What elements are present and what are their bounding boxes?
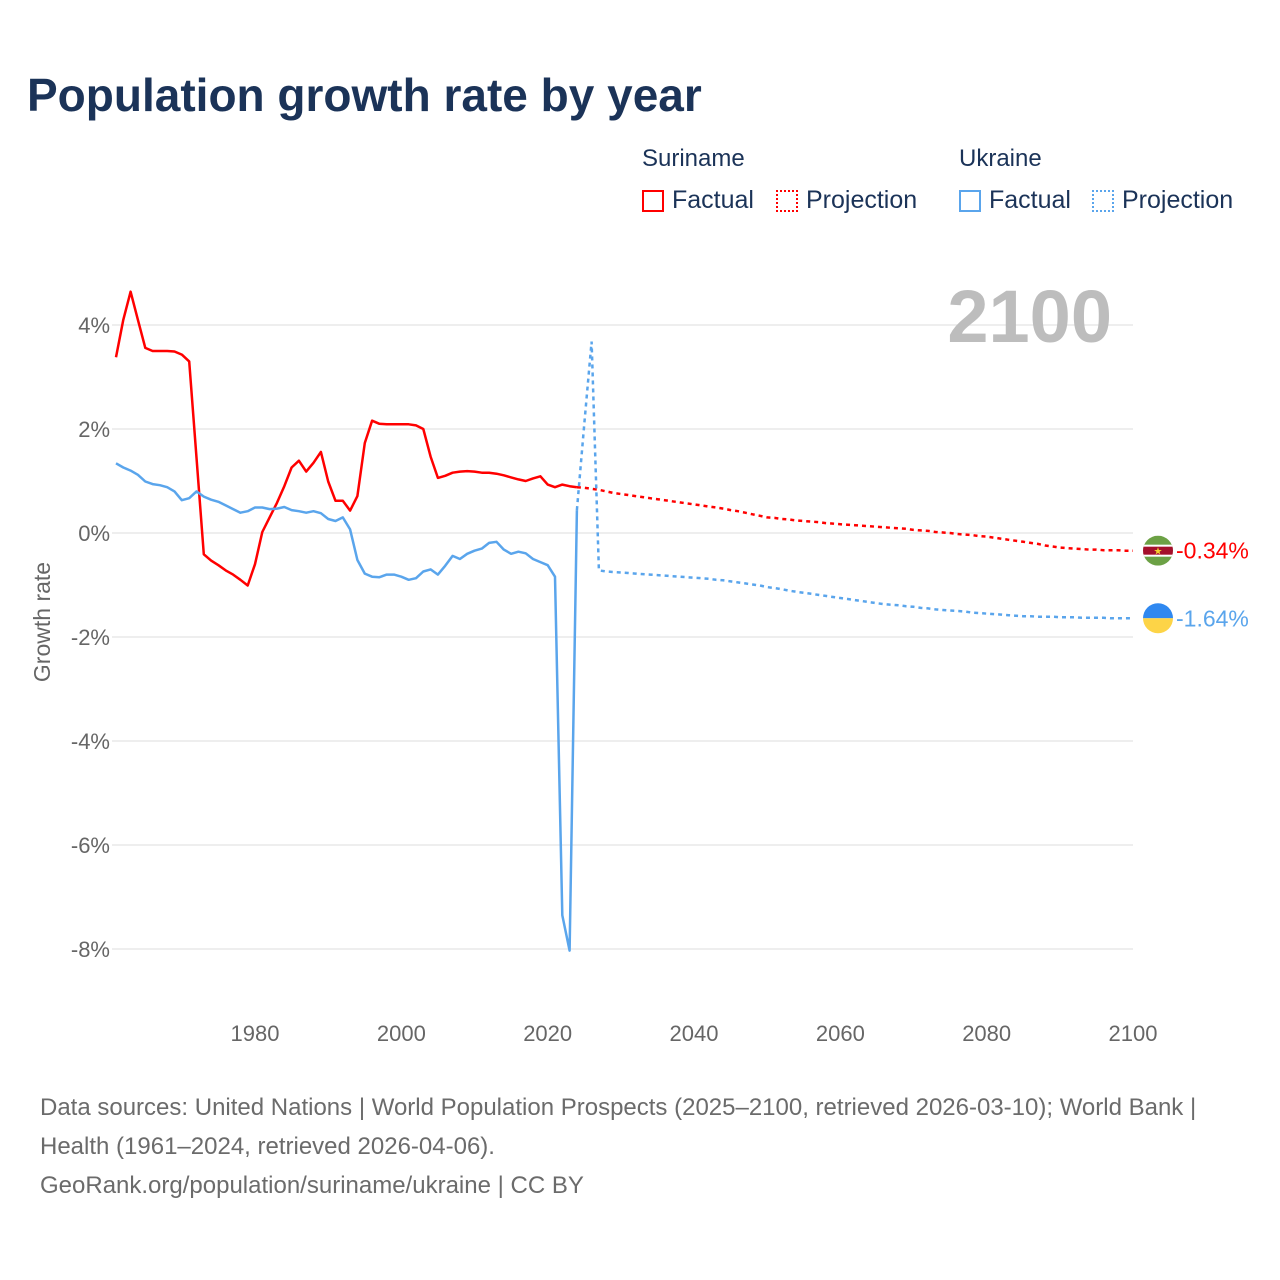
year-label: 2100 <box>947 275 1112 358</box>
legend-swatch-dotted <box>1092 189 1114 212</box>
y-tick-label: 4% <box>78 313 110 338</box>
legend-ukraine-projection[interactable]: Projection <box>1092 186 1233 215</box>
data-sources: Data sources: United Nations | World Pop… <box>40 1094 1197 1160</box>
factual-line-ukraine <box>115 462 579 952</box>
y-tick-label: 0% <box>78 521 110 546</box>
y-tick-label: -8% <box>71 937 110 962</box>
legend-label: Projection <box>806 186 918 214</box>
legend-label: Factual <box>989 186 1071 214</box>
legend-ukraine-factual[interactable]: Factual <box>959 186 1071 215</box>
legend-suriname-projection[interactable]: Projection <box>776 186 917 215</box>
page-title: Population growth rate by year <box>27 69 702 121</box>
y-tick-label: -2% <box>71 625 110 650</box>
legend-swatch-dotted <box>776 189 798 212</box>
y-tick-label: -6% <box>71 833 110 858</box>
x-tick-label: 2020 <box>523 1021 572 1046</box>
x-tick-label: 2000 <box>377 1021 426 1046</box>
svg-text:★: ★ <box>1154 547 1163 558</box>
projection-line-suriname <box>576 485 1133 552</box>
factual-line-suriname <box>114 290 578 587</box>
end-value-label-ukraine: -1.64% <box>1176 605 1249 631</box>
x-tick-label: 2060 <box>816 1021 865 1046</box>
suriname-flag-icon: ★ <box>1143 535 1173 566</box>
legend-country-ukraine: Ukraine <box>959 145 1042 172</box>
end-value-label-suriname: -0.34% <box>1176 538 1249 564</box>
x-tick-label: 1980 <box>231 1021 280 1046</box>
y-tick-label: -4% <box>71 729 110 754</box>
ukraine-flag-icon <box>1143 603 1173 634</box>
legend-swatch-solid <box>959 189 981 212</box>
x-tick-label: 2080 <box>962 1021 1011 1046</box>
legend-label: Factual <box>672 186 754 214</box>
legend-swatch-solid <box>642 189 664 212</box>
legend-suriname-factual[interactable]: Factual <box>642 186 754 215</box>
x-tick-label: 2040 <box>670 1021 719 1046</box>
projection-line-ukraine <box>575 341 1133 620</box>
legend-label: Projection <box>1122 186 1234 214</box>
y-axis-title: Growth rate <box>29 562 55 682</box>
footer: Data sources: United Nations | World Pop… <box>40 1088 1240 1205</box>
legend-country-suriname: Suriname <box>642 145 745 172</box>
attribution-link[interactable]: GeoRank.org/population/suriname/ukraine … <box>40 1172 584 1199</box>
y-tick-label: 2% <box>78 417 110 442</box>
x-tick-label: 2100 <box>1109 1021 1158 1046</box>
